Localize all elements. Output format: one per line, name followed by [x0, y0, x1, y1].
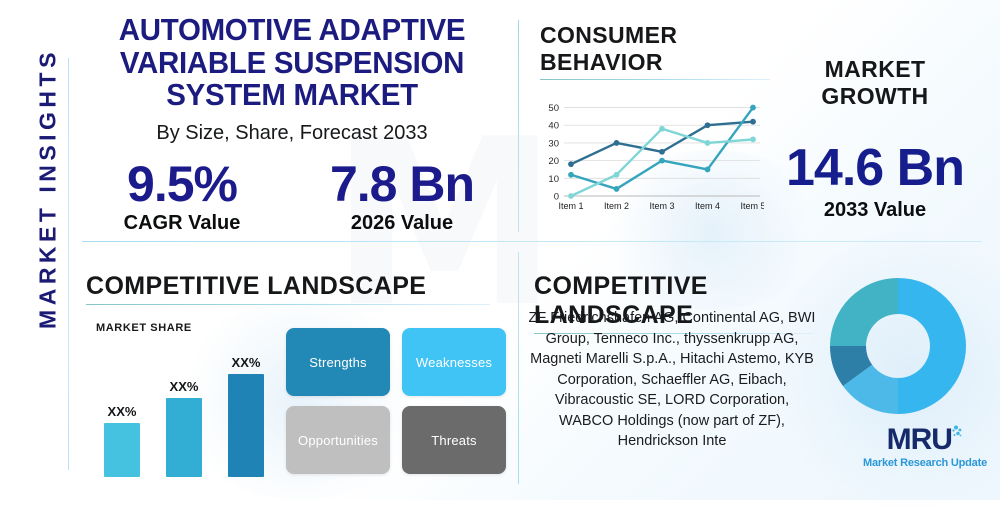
market-growth-value: 14.6 Bn — [786, 139, 965, 197]
svg-text:30: 30 — [548, 138, 559, 149]
competitive-landscape-right-rule — [534, 333, 814, 334]
company-list: ZF Friedrichshafen AG, Continental AG, B… — [528, 310, 816, 450]
line-chart-svg: 0 10 20 30 40 50 Item 1 Item 2 Item 3 Item 4 Item … — [548, 103, 765, 211]
svg-text:Item 4: Item 4 — [695, 201, 720, 211]
consumer-behavior-line-chart: 0 10 20 30 40 50 Item 1 Item 2 Item 3 Item 4 Item … — [534, 96, 765, 221]
bar-value-label: XX% — [107, 404, 137, 420]
svg-text:50: 50 — [548, 103, 559, 114]
market-growth-label: 2033 Value — [823, 199, 927, 221]
stat-cagr-label: CAGR Value — [123, 211, 241, 234]
header-block: AUTOMOTIVE ADAPTIVE VARIABLE SUSPENSION … — [82, 12, 502, 235]
swot-box-threats[interactable]: Threats — [402, 406, 506, 474]
svg-text:40: 40 — [548, 121, 559, 132]
stat-2026-value: 7.8 Bn — [329, 155, 475, 212]
competitive-landscape-right-header: COMPETITIVE LANDSCAPE — [534, 272, 814, 334]
swot-label: Threats — [431, 432, 477, 448]
donut-chart-svg — [830, 278, 966, 414]
divider-horizontal — [82, 241, 982, 242]
donut-segment — [830, 278, 898, 346]
donut-segment — [842, 364, 898, 414]
market-share-bar-chart: MARKET SHARE XX% XX% XX% — [96, 322, 276, 477]
swot-label: Opportunities — [298, 432, 378, 448]
market-growth-block: MARKET GROWTH 14.6 Bn 2033 Value — [770, 56, 980, 222]
consumer-behavior-heading: CONSUMER BEHAVIOR — [540, 22, 678, 75]
bar-chart-bars: XX% XX% XX% — [104, 353, 264, 477]
stat-2026: 7.8 Bn 2026 Value — [312, 155, 492, 235]
logo-mru-text: MRU — [886, 423, 953, 456]
bar — [166, 398, 202, 477]
bar-column: XX% — [228, 355, 264, 477]
consumer-behavior-rule — [540, 79, 770, 80]
svg-text:Item 2: Item 2 — [604, 201, 629, 211]
svg-text:0: 0 — [554, 192, 559, 203]
bar-column: XX% — [104, 404, 140, 477]
swot-box-strengths[interactable]: Strengths — [286, 328, 390, 396]
consumer-behavior-header: CONSUMER BEHAVIOR — [540, 22, 770, 80]
stat-2026-label: 2026 Value — [350, 211, 454, 234]
bar-value-label: XX% — [231, 354, 261, 370]
swot-label: Weaknesses — [415, 354, 493, 370]
page-subtitle: By Size, Share, Forecast 2033 — [156, 121, 428, 144]
bar — [228, 373, 264, 477]
svg-text:20: 20 — [548, 156, 559, 167]
swot-grid: Strengths Weaknesses Opportunities Threats — [286, 328, 506, 474]
bar-column: XX% — [166, 379, 202, 477]
market-share-title: MARKET SHARE — [96, 322, 192, 334]
competitive-landscape-left-heading: COMPETITIVE LANDSCAPE — [86, 272, 427, 300]
side-label-market-insights: MARKET INSIGHTS — [34, 48, 61, 329]
svg-text:Item 1: Item 1 — [558, 201, 583, 211]
competitive-landscape-left-header: COMPETITIVE LANDSCAPE — [86, 272, 490, 305]
svg-text:Item 5: Item 5 — [740, 201, 764, 211]
swot-box-opportunities[interactable]: Opportunities — [286, 406, 390, 474]
stat-cagr-value: 9.5% — [127, 155, 238, 212]
divider-vertical-mid-top — [518, 20, 519, 232]
swot-box-weaknesses[interactable]: Weaknesses — [402, 328, 506, 396]
stat-cagr: 9.5% CAGR Value — [92, 155, 272, 235]
donut-segment — [830, 346, 873, 386]
competitive-landscape-right-heading: COMPETITIVE LANDSCAPE — [534, 272, 708, 329]
bar — [104, 423, 140, 477]
divider-vertical-left — [68, 58, 69, 470]
logo-sparkle-icon — [947, 425, 963, 450]
market-share-donut-chart — [828, 276, 968, 416]
bar-value-label: XX% — [169, 379, 199, 395]
competitive-landscape-left-rule — [86, 304, 490, 305]
donut-segment — [898, 278, 966, 414]
svg-text:10: 10 — [548, 174, 559, 185]
divider-vertical-mid-bottom — [518, 252, 519, 484]
logo-tagline: Market Research Update — [863, 457, 987, 469]
svg-text:Item 3: Item 3 — [649, 201, 674, 211]
brand-logo: MRU Market Research Update — [855, 423, 995, 470]
stats-row: 9.5% CAGR Value 7.8 Bn 2026 Value — [82, 155, 502, 235]
swot-label: Strengths — [309, 354, 367, 370]
page-title: AUTOMOTIVE ADAPTIVE VARIABLE SUSPENSION … — [118, 12, 466, 113]
market-growth-heading: MARKET GROWTH — [821, 56, 929, 109]
